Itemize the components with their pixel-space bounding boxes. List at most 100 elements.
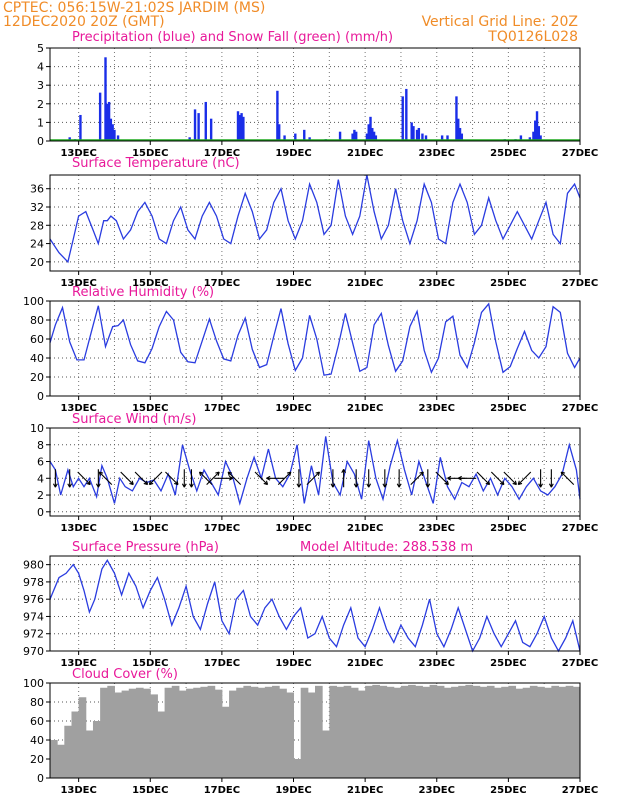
wind-xtick-label: 15DEC [132,523,168,534]
cloud-bar [186,688,194,778]
wind-xtick-label: 13DEC [60,523,96,534]
pressure-ytick-label: 980 [23,559,44,572]
cloud-bar [501,686,509,778]
precip-xtick-label: 15DEC [132,148,168,159]
precip-bar [240,113,243,141]
precip-xtick-label: 27DEC [562,148,598,159]
precip-ytick-label: 5 [37,42,44,55]
precip-bar [197,113,200,141]
cloud-panel: 0 20 40 60 80 100 13DEC 15DEC 17DEC 19DEC 21DEC 23D… [23,677,598,796]
temperature-frame [49,174,581,272]
cloud-bar [479,686,488,778]
temperature-xtick-label: 23DEC [419,278,455,289]
precip-bar [236,111,240,141]
temperature-ytick-label: 32 [30,201,44,214]
precip-bar [204,101,207,141]
cloud-bar [286,692,295,778]
humidity-xtick-label: 19DEC [275,403,311,414]
cloud-bar [300,687,309,778]
cloud-bar [572,686,580,778]
temperature-ytick-label: 24 [30,238,44,251]
precip-bar [68,137,71,141]
precip-bar [412,126,415,141]
cloud-bar [508,685,517,778]
wind-arrow [67,469,73,488]
wind-xtick-label: 27DEC [562,523,598,534]
precip-bar [460,133,464,141]
precip-bar [458,127,462,141]
cloud-frame [49,682,581,779]
wind-xtick-label: 21DEC [347,523,383,534]
humidity-ytick-label: 40 [30,352,44,365]
precip-bar [209,118,213,141]
wind-arrow [306,471,321,485]
cloud-bar [50,740,58,778]
cloud-bar [565,685,574,778]
precip-xtick-label: 17DEC [204,148,240,159]
cloud-bar [221,706,230,778]
precip-bar [107,101,111,141]
wind-series-line [49,436,581,506]
cloud-ytick-label: 80 [30,696,44,709]
humidity-frame [49,300,581,397]
cloud-bar [322,730,330,778]
cloud-xtick-label: 17DEC [204,785,240,796]
precip-bar [116,135,120,141]
precip-bar [401,96,404,141]
wind-arrow [189,469,194,488]
cloud-bar [157,711,166,778]
cloud-bar [350,687,359,778]
temperature-panel: 20 24 28 32 36 13DEC 15DEC 17DEC 19DEC 21DEC 23DEC… [30,174,598,289]
wind-ytick-label: 0 [37,506,44,519]
pressure-ytick-label: 974 [23,610,44,623]
cloud-bar [415,685,423,778]
wind-arrow [517,471,532,486]
cloud-bar [551,685,560,778]
precip-bar [532,131,535,141]
pressure-ytick-label: 978 [23,576,44,589]
precip-bar [446,135,449,141]
pressure-xtick-label: 21DEC [347,658,383,669]
wind-arrow [366,469,372,488]
precip-bar [308,137,311,141]
cloud-bar [150,694,158,778]
wind-arrow [254,471,269,486]
precip-bar [415,129,419,141]
precip-bar [369,116,372,141]
precip-bar [338,131,342,141]
precip-bar [365,133,369,141]
precip-bar [193,109,197,141]
cloud-bar [393,687,402,778]
cloud-bar [400,685,409,778]
precip-bar [188,137,191,141]
cloud-bar [135,687,144,778]
header-code: TQ0126L028 [487,29,578,45]
humidity-ytick-label: 100 [23,295,44,308]
wind-ytick-label: 2 [37,489,44,502]
precip-bar [405,88,408,141]
cloud-bar [515,688,524,778]
pressure-title: Surface Pressure (hPa) [72,540,219,555]
model-altitude-label: Model Altitude: 288.538 m [300,540,473,555]
precip-bar [106,103,109,141]
wind-arrow [98,471,113,485]
wind-xtick-label: 25DEC [490,523,526,534]
wind-arrow [503,471,517,486]
precip-bar [111,124,114,141]
temperature-series-line [49,174,581,264]
cloud-bar [494,687,502,778]
cloud-bar [408,684,416,778]
cloud-bar [279,688,287,778]
wind-arrow [181,469,187,488]
precip-xtick-label: 21DEC [347,148,383,159]
cloud-ytick-label: 40 [30,734,44,747]
humidity-xtick-label: 15DEC [132,403,168,414]
cloud-bar [78,697,87,778]
cloud-bar [128,688,137,778]
precip-bar [528,137,532,141]
wind-xtick-label: 19DEC [275,523,311,534]
precip-bar [417,127,421,141]
precip-bar [277,124,281,141]
temperature-ytick-label: 36 [30,183,44,196]
humidity-series-line [49,302,581,376]
